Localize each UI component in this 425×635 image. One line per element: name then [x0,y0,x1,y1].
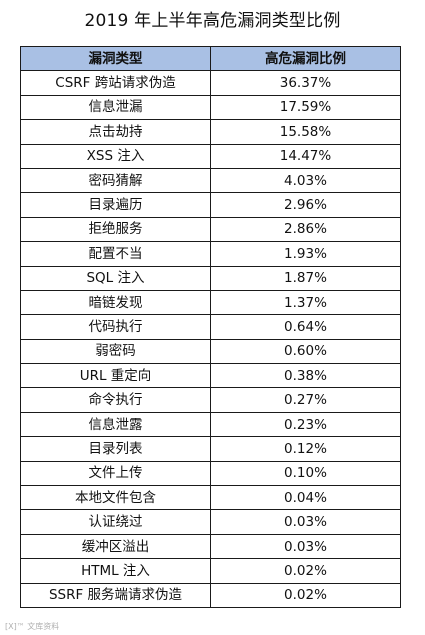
table-row: CSRF 跨站请求伪造 36.37% [20,70,401,96]
vuln-type-cell: 密码猜解 [20,167,211,194]
table-row: 缓冲区溢出 0.03% [20,533,401,560]
vuln-ratio-cell: 0.60% [210,338,401,365]
vuln-ratio-cell: 0.03% [210,533,401,560]
table-row: SSRF 服务端请求伪造 0.02% [20,582,401,608]
column-header-ratio: 高危漏洞比例 [210,45,401,72]
vuln-ratio-cell: 0.02% [210,558,401,584]
vuln-type-cell: 点击劫持 [20,119,211,145]
vuln-type-cell: HTML 注入 [20,558,211,584]
vuln-ratio-cell: 1.37% [210,289,401,316]
vuln-type-cell: URL 重定向 [20,363,211,389]
vuln-type-cell: 目录遍历 [20,192,211,218]
vuln-ratio-cell: 0.27% [210,387,401,413]
table-row: 文件上传 0.10% [20,460,401,487]
vulnerability-table: 漏洞类型 高危漏洞比例 CSRF 跨站请求伪造 36.37% 信息泄漏 17.59%… [20,45,401,608]
vuln-type-cell: 信息泄露 [20,411,211,438]
table-row: HTML 注入 0.02% [20,558,401,584]
vuln-type-cell: 本地文件包含 [20,485,211,511]
vuln-ratio-cell: 2.96% [210,192,401,218]
vuln-ratio-cell: 36.37% [210,70,401,96]
table-row: 代码执行 0.64% [20,314,401,340]
vuln-ratio-cell: 17.59% [210,94,401,121]
vuln-ratio-cell: 15.58% [210,119,401,145]
table-row: 密码猜解 4.03% [20,167,401,194]
vuln-ratio-cell: 0.04% [210,485,401,511]
table-row: 弱密码 0.60% [20,338,401,365]
table-row: 命令执行 0.27% [20,387,401,413]
table-row: XSS 注入 14.47% [20,143,401,169]
vuln-ratio-cell: 0.03% [210,509,401,535]
vuln-type-cell: 配置不当 [20,241,211,267]
table-row: 暗链发现 1.37% [20,289,401,316]
vuln-type-cell: 代码执行 [20,314,211,340]
vuln-type-cell: SQL 注入 [20,265,211,291]
table-header-row: 漏洞类型 高危漏洞比例 [20,45,401,72]
table-row: 本地文件包含 0.04% [20,485,401,511]
vuln-ratio-cell: 1.87% [210,265,401,291]
table-row: 目录列表 0.12% [20,436,401,462]
vuln-type-cell: CSRF 跨站请求伪造 [20,70,211,96]
vuln-type-cell: XSS 注入 [20,143,211,169]
vuln-ratio-cell: 4.03% [210,167,401,194]
vuln-type-cell: 文件上传 [20,460,211,487]
table-row: 配置不当 1.93% [20,241,401,267]
table-row: 信息泄漏 17.59% [20,94,401,121]
vuln-ratio-cell: 0.23% [210,411,401,438]
vuln-type-cell: 命令执行 [20,387,211,413]
table-row: 信息泄露 0.23% [20,411,401,438]
vuln-ratio-cell: 14.47% [210,143,401,169]
table-row: 点击劫持 15.58% [20,119,401,145]
column-header-type: 漏洞类型 [20,45,211,72]
vuln-ratio-cell: 0.64% [210,314,401,340]
vuln-type-cell: 认证绕过 [20,509,211,535]
vuln-type-cell: SSRF 服务端请求伪造 [20,582,211,608]
vuln-ratio-cell: 0.12% [210,436,401,462]
vuln-ratio-cell: 0.02% [210,582,401,608]
vuln-ratio-cell: 0.38% [210,363,401,389]
vuln-ratio-cell: 1.93% [210,241,401,267]
vuln-ratio-cell: 2.86% [210,216,401,243]
watermark: [X]™ 文库资料 [5,622,60,631]
vuln-ratio-cell: 0.10% [210,460,401,487]
vuln-type-cell: 目录列表 [20,436,211,462]
page-title: 2019 年上半年高危漏洞类型比例 [84,11,341,31]
vuln-type-cell: 信息泄漏 [20,94,211,121]
vuln-type-cell: 暗链发现 [20,289,211,316]
table-row: SQL 注入 1.87% [20,265,401,291]
vuln-type-cell: 缓冲区溢出 [20,533,211,560]
table-row: 拒绝服务 2.86% [20,216,401,243]
vuln-type-cell: 弱密码 [20,338,211,365]
table-row: 认证绕过 0.03% [20,509,401,535]
vuln-type-cell: 拒绝服务 [20,216,211,243]
table-row: URL 重定向 0.38% [20,363,401,389]
table-row: 目录遍历 2.96% [20,192,401,218]
